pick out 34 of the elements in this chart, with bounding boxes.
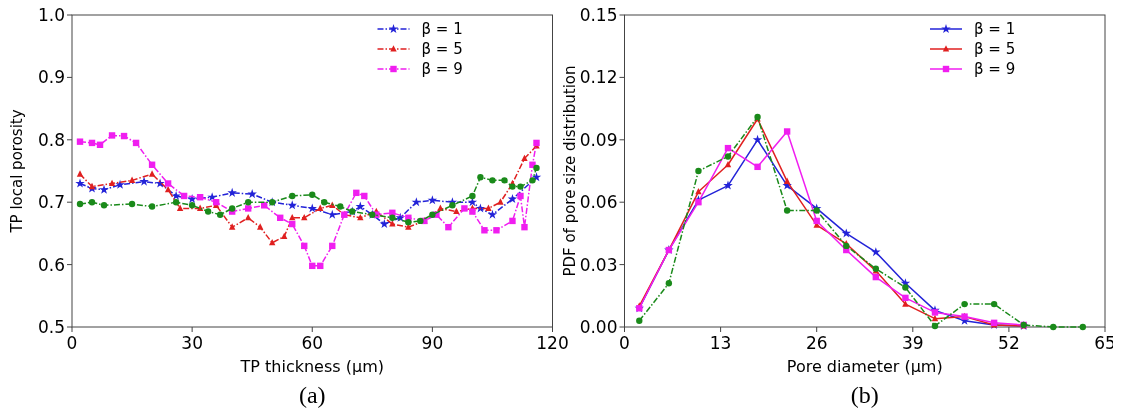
y-axis-title: TP local porosity [8,109,26,234]
legend-label: β = 9 [974,60,1016,79]
y-axis-title: PDF of pore size distribution [560,65,579,277]
legend-label: β = 1 [421,20,463,39]
x-tick-label: 13 [709,333,732,353]
x-tick-label: 60 [301,333,324,353]
y-tick-label: 0.9 [37,67,65,88]
legend-label: β = 9 [421,60,463,79]
x-tick-label: 52 [998,333,1020,353]
x-tick-label: 30 [181,333,203,353]
x-tick-label: 26 [805,333,828,353]
x-axis-title: TP thickness (μm) [239,357,384,376]
y-tick-label: 0.7 [37,192,65,213]
y-tick-label: 0.03 [579,254,618,275]
text: (b) [850,382,879,408]
y-tick-label: 0.09 [579,129,618,150]
x-tick-label: 90 [421,333,444,353]
y-tick-label: 0.5 [37,316,65,337]
y-tick-label: 0.00 [579,316,618,337]
x-tick-label: 120 [536,333,569,353]
y-tick-label: 0.12 [579,67,618,88]
y-tick-label: 0.6 [37,254,65,275]
text: (a) [298,382,326,408]
legend-label: β = 5 [421,40,463,59]
legend-label: β = 5 [974,40,1016,59]
legend-label: β = 1 [974,20,1016,39]
x-tick-label: 0 [619,333,630,353]
y-tick-label: 0.06 [579,192,618,213]
x-tick-label: 39 [901,333,924,353]
y-tick-label: 0.8 [37,129,65,150]
y-tick-label: 1.0 [37,4,65,25]
x-tick-label: 0 [66,333,78,353]
x-axis-title: Pore diameter (μm) [786,357,943,376]
y-tick-label: 0.15 [579,4,618,25]
